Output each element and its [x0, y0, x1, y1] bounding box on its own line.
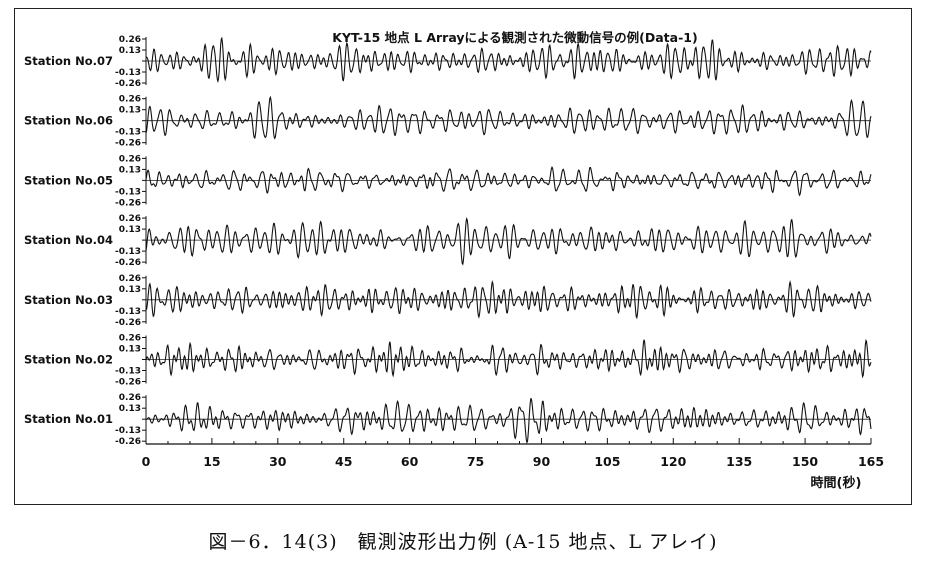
station-panel: Station No.05 0.260.13 -0.13-0.26: [24, 154, 872, 208]
x-tick-label: 120: [660, 454, 686, 469]
y-tick-label: -0.26: [115, 79, 141, 89]
x-tick-label: 30: [269, 454, 287, 469]
figure-caption: 図－6．14(3) 観測波形出力例 (A-15 地点、L アレイ): [208, 531, 718, 553]
y-tick-label: 0.13: [119, 225, 141, 235]
y-tick-label: -0.13: [115, 367, 141, 377]
y-tick-label: 0.13: [119, 46, 141, 56]
x-tick-label: 45: [335, 454, 352, 469]
station-label: Station No.04: [24, 233, 113, 247]
waveform-line: [145, 216, 872, 266]
y-tick-label: 0.26: [119, 393, 141, 403]
station-panel: Station No.02 0.260.13 -0.13-0.26: [24, 334, 872, 388]
station-label: Station No.03: [24, 293, 113, 307]
waveform-line: [145, 95, 872, 140]
y-tick-label: -0.26: [115, 437, 141, 447]
y-tick-label: 0.26: [119, 334, 141, 344]
x-axis-label: 時間(秒): [811, 475, 862, 491]
y-tick-label: 0.26: [119, 95, 141, 105]
y-tick-label: 0.26: [119, 214, 141, 224]
station-panel: Station No.06 0.260.13 -0.13-0.26: [24, 95, 872, 149]
station-panel: Station No.03 0.260.13 -0.13-0.26: [24, 274, 872, 328]
y-tick-label: -0.26: [115, 378, 141, 388]
y-tick-label: -0.13: [115, 247, 141, 257]
y-tick-label: 0.26: [119, 35, 141, 45]
x-tick-label: 105: [594, 454, 620, 469]
x-axis: 0 15 30 45 60 75 90 105 120 135 150 165: [142, 438, 884, 469]
chart-title: KYT-15 地点 L Arrayによる観測された微動信号の例(Data-1): [332, 30, 697, 45]
x-tick-label: 0: [142, 454, 151, 469]
x-tick-label: 135: [726, 454, 752, 469]
waveform-line: [145, 397, 872, 444]
y-tick-label: -0.26: [115, 139, 141, 149]
station-panel: Station No.04 0.260.13 -0.13-0.26: [24, 214, 872, 268]
y-tick-label: -0.26: [115, 198, 141, 208]
y-tick-label: -0.13: [115, 307, 141, 317]
station-label: Station No.06: [24, 114, 113, 128]
y-tick-label: 0.26: [119, 154, 141, 164]
y-tick-label: -0.13: [115, 128, 141, 138]
station-label: Station No.02: [24, 353, 113, 367]
y-tick-label: 0.26: [119, 274, 141, 284]
x-tick-label: 150: [792, 454, 818, 469]
waveform-chart: KYT-15 地点 L Arrayによる観測された微動信号の例(Data-1) …: [24, 30, 884, 491]
waveform-line: [145, 338, 872, 379]
y-tick-label: 0.13: [119, 345, 141, 355]
y-tick-label: 0.13: [119, 404, 141, 414]
station-label: Station No.01: [24, 412, 113, 426]
waveform-line: [145, 279, 872, 320]
waveform-line: [145, 36, 872, 84]
station-label: Station No.07: [24, 54, 113, 68]
y-tick-label: -0.26: [115, 318, 141, 328]
x-tick-label: 60: [401, 454, 419, 469]
chart-frame: [14, 8, 912, 505]
station-panel: Station No.01 0.260.13 -0.13-0.26: [24, 393, 872, 447]
station-label: Station No.05: [24, 173, 113, 187]
y-tick-label: -0.26: [115, 258, 141, 268]
y-tick-label: 0.13: [119, 106, 141, 116]
x-tick-label: 90: [533, 454, 551, 469]
y-tick-label: -0.13: [115, 426, 141, 436]
x-tick-label: 165: [858, 454, 884, 469]
y-tick-label: -0.13: [115, 187, 141, 197]
x-tick-label: 15: [203, 454, 220, 469]
y-tick-label: -0.13: [115, 68, 141, 78]
station-panel: Station No.07 0.260.13 -0.13-0.26: [24, 35, 872, 89]
y-tick-label: 0.13: [119, 285, 141, 295]
x-tick-label: 75: [467, 454, 484, 469]
waveform-line: [145, 165, 872, 197]
y-tick-label: 0.13: [119, 165, 141, 175]
